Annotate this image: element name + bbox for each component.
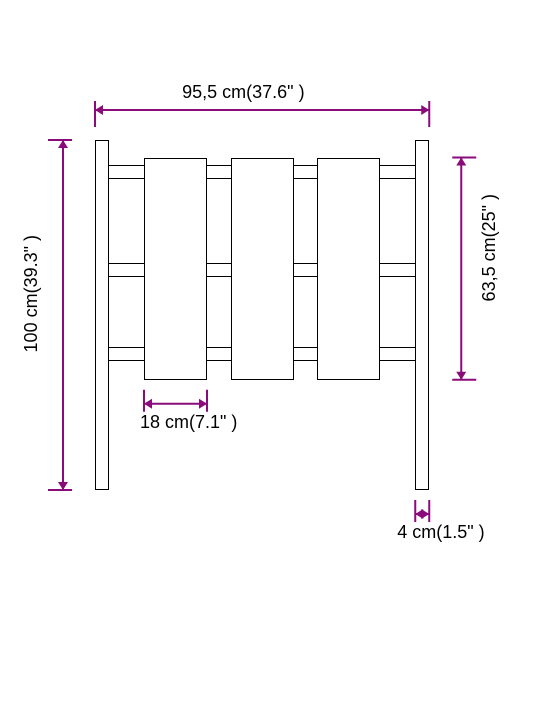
vertical-slat-2 — [231, 158, 294, 380]
dim-height-label: 100 cm(39.3" ) — [21, 235, 42, 352]
dim-width-label: 95,5 cm(37.6" ) — [182, 82, 304, 103]
diagram-stage: 95,5 cm(37.6" ) 100 cm(39.3" ) 63,5 cm(25"… — [0, 0, 540, 720]
vertical-slat-1 — [144, 158, 207, 380]
dim-depth-label: 4 cm(1.5" ) — [397, 522, 484, 543]
vertical-slat-3 — [317, 158, 380, 380]
left-post — [95, 140, 109, 490]
right-post — [415, 140, 429, 490]
dim-slat-label: 18 cm(7.1" ) — [140, 412, 237, 433]
dim-panel-label: 63,5 cm(25" ) — [479, 194, 500, 301]
